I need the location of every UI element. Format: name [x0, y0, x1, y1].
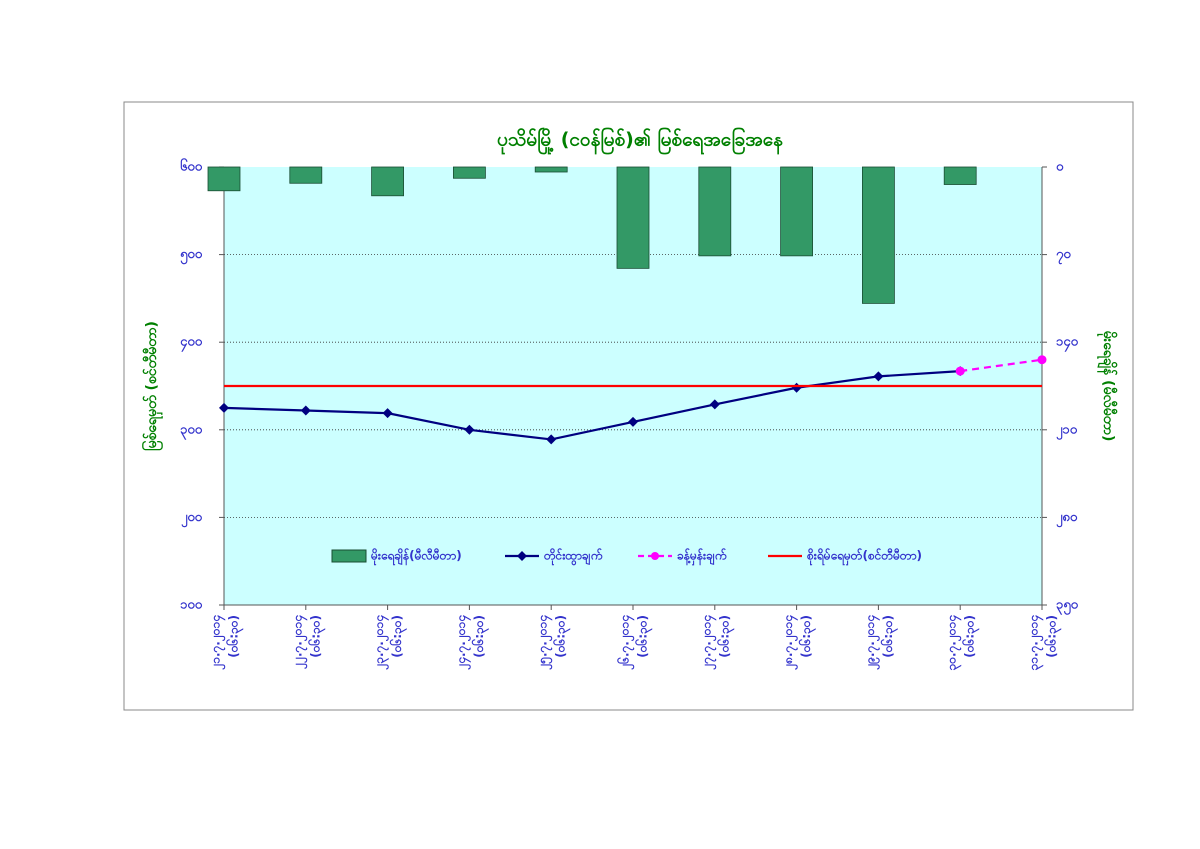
y2-tick-label: ၂၁၀ [1056, 422, 1078, 440]
y2-tick-label: ၃၅၀ [1056, 598, 1079, 616]
y2-tick-label: ၁၄၀ [1056, 335, 1079, 353]
bar [207, 166, 241, 192]
marker [300, 405, 311, 416]
x-tick-label: ၃၁.၇.၂၀၁၄ [1027, 615, 1045, 671]
bar [943, 166, 977, 185]
x-tick-label: ၂၃.၇.၂၀၁၄ [372, 615, 390, 671]
x-tick-sublabel: (၀၆:၃၀) [879, 615, 899, 658]
legend-label: တိုင်းထွာချက် [543, 547, 603, 567]
x-tick-sublabel: (၀၆:၃၀) [225, 615, 245, 658]
x-tick-sublabel: (၀၆:၃၀) [388, 615, 408, 658]
marker [382, 408, 393, 419]
bar [698, 166, 732, 257]
x-tick-sublabel: (၀၆:၃၀) [552, 615, 572, 658]
marker [1037, 355, 1047, 365]
marker [955, 366, 965, 376]
x-tick-label: ၂၉.၇.၂၀၁၄ [863, 615, 881, 671]
bar [862, 166, 895, 304]
marker [628, 416, 638, 427]
x-tick-sublabel: (၀၆:၃၀) [961, 615, 981, 658]
bar [452, 166, 486, 179]
marker [709, 399, 720, 410]
y-tick-label: ၅၀၀ [180, 247, 203, 265]
y-tick-label: ၆၀၀ [180, 158, 203, 175]
bar [289, 166, 323, 184]
bar [534, 166, 568, 173]
y2-tick-label: ၂၈၀ [1056, 510, 1078, 528]
y-tick-label: ၃၀၀ [180, 422, 203, 440]
x-tick-sublabel: (၀၆:၃၀) [797, 615, 817, 658]
legend-label: ခန့်မှန်းချက် [677, 547, 727, 567]
y-tick-label: ၄၀၀ [180, 335, 203, 353]
x-tick-sublabel: (၀၆:၃၀) [1043, 615, 1063, 658]
x-tick-label: ၂၄.၇.၂၀၁၄ [454, 615, 472, 671]
x-tick-sublabel: (၀၆:၃၀) [634, 615, 654, 658]
y-tick-label: ၂၀၀ [181, 510, 203, 528]
x-tick-sublabel: (၀၆:၃၀) [306, 615, 326, 658]
line [960, 358, 1043, 373]
marker [219, 402, 229, 413]
marker [546, 434, 557, 445]
x-tick-label: ၂၆.၇.၂၀၁၄ [616, 615, 636, 671]
x-tick-label: ၂၂.၇.၂၀၁၄ [290, 615, 308, 670]
marker [873, 371, 884, 382]
y2-axis-title: မိုးရေချိန် (မီလီမီတာ) [1097, 331, 1117, 442]
legend-label: မိုးရေချိန်(မီလီမီတာ) [370, 547, 462, 567]
legend-marker [517, 551, 527, 561]
x-tick-label: ၂၁.၇.၂၀၁၄ [209, 615, 227, 671]
x-tick-label: ၂၅.၇.၂၀၁၄ [536, 615, 554, 671]
x-tick-label: ၂၇.၇.၂၀၁၄ [699, 615, 717, 671]
x-tick-label: ၃၀.၇.၂၀၁၄ [945, 615, 963, 671]
bar [780, 166, 813, 257]
bar [616, 166, 650, 269]
bar [371, 166, 405, 197]
y2-tick-label: ၇၀ [1056, 247, 1071, 265]
x-tick-label: ၂၈.၇.၂၀၁၄ [781, 615, 799, 671]
y-axis-title: မြစ်ရေမှတ် (စင်တီမီတာ) [142, 321, 163, 451]
legend-swatch [331, 549, 367, 563]
y-tick-label: ၁၀၀ [180, 598, 203, 613]
y2-tick-label: ၀ [1056, 160, 1064, 175]
line [223, 370, 961, 441]
x-tick-sublabel: (၀၆:၃၀) [470, 615, 490, 658]
marker [464, 424, 475, 435]
legend-label: စိုးရိမ်ရေမှတ်(စင်တီမီတာ) [806, 547, 922, 567]
x-tick-sublabel: (၀၆:၃၀) [715, 615, 735, 658]
legend-marker [651, 552, 659, 560]
